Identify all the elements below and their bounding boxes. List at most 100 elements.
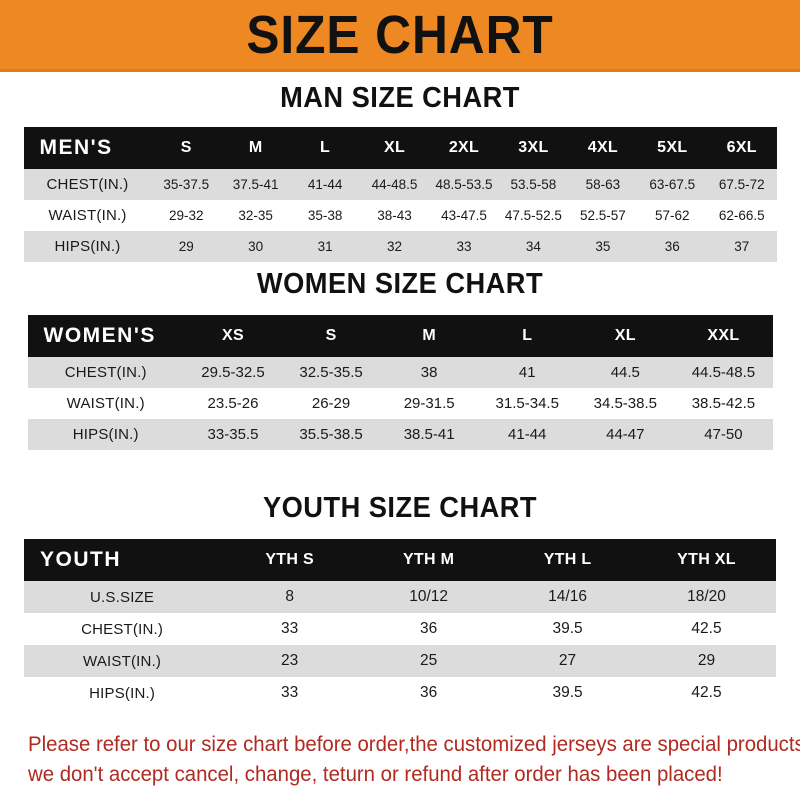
men-measurement-value: 44-48.5 [359,169,430,200]
order-policy-note-line-1: Please refer to our size chart before or… [28,733,800,756]
women-measurement-value: 29-31.5 [380,388,479,419]
youth-table-corner-label: YOUTH [40,548,121,571]
youth-size-column-header: YTH L [543,551,592,568]
men-size-column-header: 6XL [726,139,757,156]
youth-measurement-value: 33 [220,677,360,709]
order-policy-note-line-2: we don't accept cancel, change, teturn o… [28,763,723,787]
women-measurement-value: 34.5-38.5 [576,388,675,419]
women-table-corner-label: WOMEN'S [43,324,156,347]
men-measurement-value: 33 [429,231,499,262]
men-size-chart-section: MAN SIZE CHART MEN'S S M L XL 2XL 3XL 4XL 5XL 6XL… [0,82,800,262]
men-measurement-value: 47.5-52.5 [498,200,569,231]
women-measurement-value: 41 [478,357,577,388]
youth-size-column-header: YTH S [265,551,314,568]
men-measurement-value: 34 [498,231,569,262]
men-measurement-value: 35-38 [290,200,360,231]
women-size-column-header: L [522,327,533,344]
table-row: CHEST(IN.) 33 36 39.5 42.5 [24,613,776,645]
youth-table-header-row: YOUTH YTH S YTH M YTH L YTH XL [24,539,776,581]
youth-size-table: YOUTH YTH S YTH M YTH L YTH XL U.S.SIZE 8 10/12… [24,539,776,709]
women-measurement-value: 26-29 [282,388,381,419]
youth-measurement-value: 25 [359,645,499,677]
women-measurement-value: 44.5-48.5 [674,357,773,388]
youth-measurement-value: 27 [498,645,638,677]
men-measurement-value: 36 [637,231,707,262]
youth-measurement-value: 42.5 [637,613,776,645]
youth-measurement-value: 36 [359,613,499,645]
women-measurement-value: 44-47 [576,419,675,450]
women-measurement-value: 41-44 [478,419,577,450]
men-measurement-label: CHEST(IN.) [23,169,152,200]
women-measurement-value: 38.5-41 [380,419,479,450]
men-measurement-value: 53.5-58 [498,169,569,200]
women-measurement-value: 32.5-35.5 [282,357,381,388]
men-size-column-header: S [180,139,192,156]
men-measurement-label: WAIST(IN.) [23,200,152,231]
men-size-column-header: 2XL [448,139,480,156]
women-size-chart-section: WOMEN SIZE CHART WOMEN'S XS S M L XL XXL CHEST(… [0,268,800,450]
women-size-table-wrapper: WOMEN'S XS S M L XL XXL CHEST(IN.) 29.5-32.5 32.5… [27,315,773,450]
men-size-column-header: 4XL [587,139,618,156]
youth-measurement-label: CHEST(IN.) [24,613,221,645]
men-measurement-value: 41-44 [290,169,360,200]
men-size-column-header: 3XL [518,139,549,156]
table-row: WAIST(IN.) 29-32 32-35 35-38 38-43 43-47.5 47.… [23,200,777,231]
women-size-column-header: M [422,327,436,344]
women-measurement-value: 44.5 [576,357,675,388]
men-measurement-value: 32 [359,231,430,262]
women-size-column-header: XXL [707,327,740,344]
women-table-header-row: WOMEN'S XS S M L XL XXL [27,315,773,357]
women-measurement-value: 35.5-38.5 [282,419,381,450]
women-measurement-label: WAIST(IN.) [27,388,184,419]
men-measurement-value: 29 [151,231,221,262]
youth-measurement-label: U.S.SIZE [24,581,221,613]
men-measurement-value: 35 [568,231,638,262]
men-measurement-value: 48.5-53.5 [429,169,499,200]
men-table-corner-label: MEN'S [39,136,113,159]
table-row: WAIST(IN.) 23.5-26 26-29 29-31.5 31.5-34.5 34… [27,388,773,419]
women-size-table: WOMEN'S XS S M L XL XXL CHEST(IN.) 29.5-32.5 32.5… [27,315,773,450]
men-measurement-value: 29-32 [151,200,221,231]
youth-measurement-value: 33 [220,613,360,645]
youth-measurement-value: 18/20 [637,581,776,613]
men-size-column-header: M [248,139,263,156]
table-row: U.S.SIZE 8 10/12 14/16 18/20 [24,581,776,613]
youth-measurement-value: 39.5 [498,677,638,709]
men-measurement-value: 62-66.5 [707,200,777,231]
youth-measurement-value: 23 [220,645,360,677]
order-policy-note: Please refer to our size chart before or… [28,730,800,791]
table-row: CHEST(IN.) 35-37.5 37.5-41 41-44 44-48.5 48.5… [23,169,777,200]
men-measurement-value: 32-35 [220,200,291,231]
youth-measurement-value: 8 [220,581,360,613]
women-section-title: WOMEN SIZE CHART [256,268,544,300]
women-measurement-label: CHEST(IN.) [27,357,184,388]
women-size-column-header: XS [222,327,244,344]
youth-measurement-value: 14/16 [498,581,638,613]
men-section-title: MAN SIZE CHART [280,82,520,114]
women-measurement-value: 47-50 [674,419,773,450]
youth-measurement-value: 10/12 [359,581,499,613]
men-measurement-value: 52.5-57 [568,200,638,231]
men-size-column-header: L [320,139,331,156]
youth-size-column-header: YTH XL [677,551,736,568]
youth-measurement-value: 39.5 [498,613,638,645]
youth-measurement-value: 36 [359,677,499,709]
men-size-table: MEN'S S M L XL 2XL 3XL 4XL 5XL 6XL CHEST(IN.) 35-37… [23,127,777,262]
table-row: HIPS(IN.) 33-35.5 35.5-38.5 38.5-41 41-44 44-… [27,419,773,450]
table-row: HIPS(IN.) 29 30 31 32 33 34 35 36 37 [23,231,777,262]
men-table-header-row: MEN'S S M L XL 2XL 3XL 4XL 5XL 6XL [23,127,777,169]
men-measurement-value: 57-62 [637,200,707,231]
youth-measurement-value: 42.5 [637,677,776,709]
women-measurement-value: 29.5-32.5 [183,357,283,388]
youth-measurement-label: HIPS(IN.) [24,677,221,709]
men-measurement-value: 35-37.5 [151,169,221,200]
men-measurement-value: 43-47.5 [429,200,499,231]
men-measurement-label: HIPS(IN.) [23,231,152,262]
youth-size-column-header: YTH M [402,551,455,568]
youth-measurement-label: WAIST(IN.) [24,645,221,677]
men-measurement-value: 37.5-41 [220,169,291,200]
men-size-column-header: XL [384,139,406,156]
men-size-table-wrapper: MEN'S S M L XL 2XL 3XL 4XL 5XL 6XL CHEST(IN.) 35-37… [23,127,777,262]
size-chart-header-band: SIZE CHART [0,0,800,72]
table-row: HIPS(IN.) 33 36 39.5 42.5 [24,677,776,709]
